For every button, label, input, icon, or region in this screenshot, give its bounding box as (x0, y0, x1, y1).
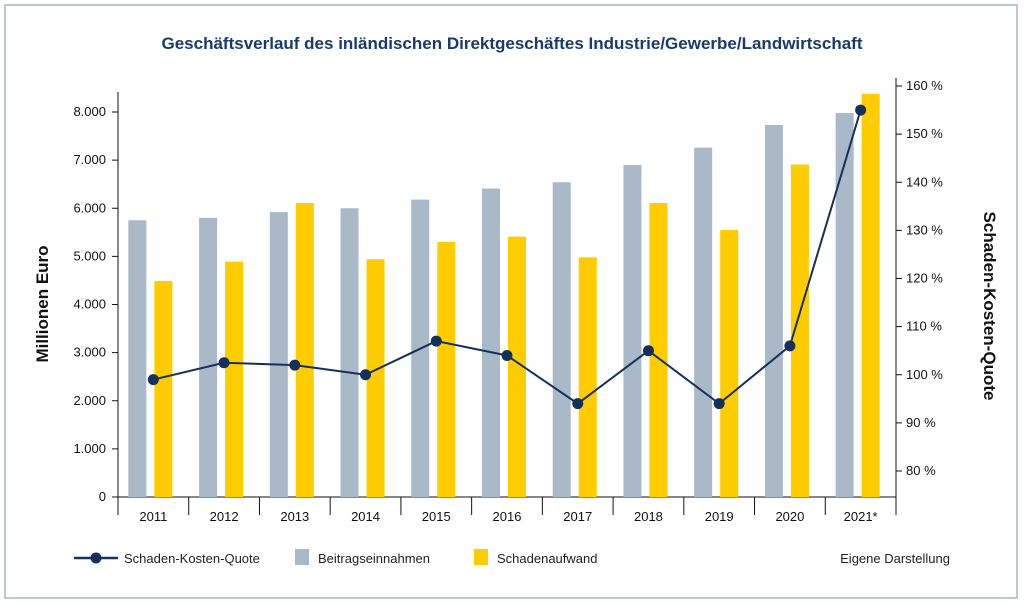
bar-beitragseinnahmen (835, 112, 854, 498)
x-tick-label: 2013 (280, 509, 309, 524)
y-tick-label-left: 1.000 (73, 441, 106, 456)
chart-frame (4, 4, 1018, 599)
bar-beitragseinnahmen (623, 164, 642, 497)
y-tick-label-right: 140 % (906, 174, 943, 189)
legend-label-quote: Schaden-Kosten-Quote (124, 551, 260, 566)
bar-beitragseinnahmen (199, 217, 218, 497)
bar-beitragseinnahmen (764, 124, 783, 498)
bar-schadenaufwand (578, 257, 597, 497)
x-tick-label: 2016 (493, 509, 522, 524)
plot-area: 0 1.000 2.000 3.000 4.000 5.000 6.000 7.000 8.00… (73, 78, 943, 524)
point-schaden-kosten-quote (289, 359, 301, 371)
point-schaden-kosten-quote (713, 398, 725, 410)
bar-beitragseinnahmen (128, 220, 147, 497)
bar-beitragseinnahmen (340, 208, 359, 497)
legend: Schaden-Kosten-Quote Beitragseinnahmen S… (74, 549, 950, 566)
y-tick-label-right: 130 % (906, 222, 943, 237)
bar-schadenaufwand (437, 241, 456, 497)
bar-beitragseinnahmen (269, 212, 288, 497)
bar-schadenaufwand (154, 280, 173, 497)
bar-schadenaufwand (295, 202, 314, 498)
y-tick-label-left: 8.000 (73, 104, 106, 119)
bar-schadenaufwand (790, 164, 809, 498)
legend-line-marker (90, 552, 102, 564)
legend-label-beitrag: Beitragseinnahmen (318, 551, 430, 566)
x-tick-label: 2017 (563, 509, 592, 524)
y-axis-label-left: Millionen Euro (33, 245, 52, 362)
point-schaden-kosten-quote (572, 398, 584, 410)
bar-schadenaufwand (861, 93, 880, 498)
point-schaden-kosten-quote (360, 369, 372, 381)
point-schaden-kosten-quote (147, 374, 159, 386)
x-tick-label: 2018 (634, 509, 663, 524)
y-tick-label-right: 90 % (906, 415, 936, 430)
source-note: Eigene Darstellung (840, 551, 950, 566)
bar-beitragseinnahmen (552, 182, 571, 497)
point-schaden-kosten-quote (642, 345, 654, 357)
y-tick-label-right: 80 % (906, 463, 936, 478)
y-tick-label-left: 2.000 (73, 393, 106, 408)
x-tick-label: 2019 (705, 509, 734, 524)
y-tick-label-left: 4.000 (73, 297, 106, 312)
legend-label-schaden: Schadenaufwand (497, 551, 597, 566)
y-tick-label-left: 5.000 (73, 248, 106, 263)
legend-swatch-schaden (474, 549, 488, 565)
y-tick-label-right: 160 % (906, 78, 943, 93)
y-tick-label-left: 3.000 (73, 345, 106, 360)
point-schaden-kosten-quote (501, 350, 513, 361)
y-tick-label-right: 100 % (906, 367, 943, 382)
bar-beitragseinnahmen (694, 147, 713, 498)
bar-beitragseinnahmen (482, 188, 500, 498)
point-schaden-kosten-quote (218, 357, 230, 369)
bar-schadenaufwand (225, 261, 244, 497)
point-schaden-kosten-quote (430, 335, 442, 347)
chart-title: Geschäftsverlauf des inländischen Direkt… (161, 34, 863, 53)
bar-schadenaufwand (508, 236, 526, 498)
x-tick-label: 2011 (139, 509, 167, 524)
y-tick-label-left: 0 (99, 489, 106, 504)
x-tick-label: 2015 (422, 509, 451, 524)
y-tick-label-left: 7.000 (73, 152, 106, 167)
legend-swatch-beitrag (295, 549, 309, 565)
y-tick-label-right: 110 % (906, 319, 942, 334)
y-tick-label-right: 150 % (906, 126, 943, 141)
bar-schadenaufwand (649, 202, 668, 498)
y-tick-label-left: 6.000 (73, 200, 106, 215)
x-tick-label: 2012 (210, 509, 239, 524)
x-tick-label: 2021* (844, 509, 878, 524)
bar-schadenaufwand (366, 259, 385, 497)
x-tick-label: 2020 (775, 509, 804, 524)
x-tick-label: 2014 (351, 509, 380, 524)
y-axis-label-right: Schaden-Kosten-Quote (980, 212, 999, 401)
point-schaden-kosten-quote (855, 104, 867, 116)
y-tick-label-right: 120 % (906, 271, 943, 286)
point-schaden-kosten-quote (784, 340, 796, 352)
bar-schadenaufwand (720, 229, 739, 497)
